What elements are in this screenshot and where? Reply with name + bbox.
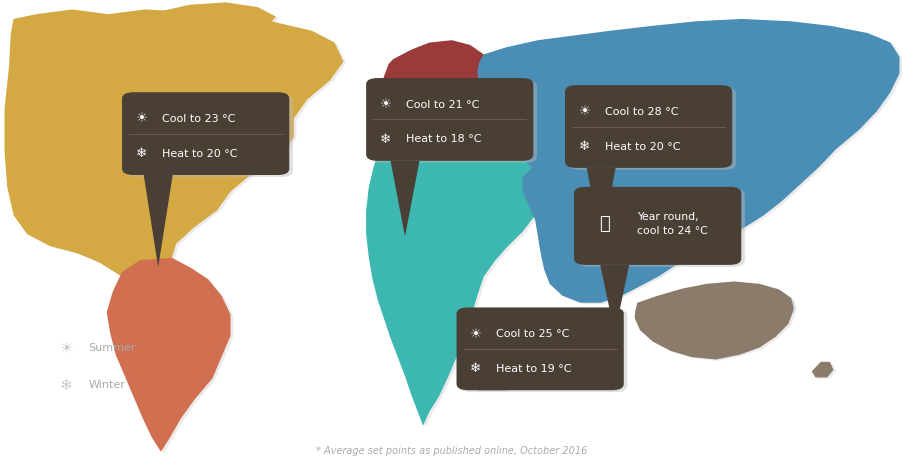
Text: Year round,
cool to 24 °C: Year round, cool to 24 °C xyxy=(637,212,707,236)
Text: ❄: ❄ xyxy=(578,140,589,153)
Polygon shape xyxy=(144,175,172,267)
Text: Heat to 19 °C: Heat to 19 °C xyxy=(496,364,572,374)
Polygon shape xyxy=(743,295,796,318)
FancyBboxPatch shape xyxy=(577,189,744,267)
FancyBboxPatch shape xyxy=(564,85,731,168)
Text: Cool to 23 °C: Cool to 23 °C xyxy=(162,114,235,124)
Polygon shape xyxy=(666,291,740,324)
Text: ❄: ❄ xyxy=(379,133,390,146)
Polygon shape xyxy=(600,265,628,333)
Text: ☀: ☀ xyxy=(60,340,73,355)
Text: * Average set points as published online, October 2016: * Average set points as published online… xyxy=(316,447,587,456)
Text: ❄: ❄ xyxy=(60,378,72,393)
Text: ☀: ☀ xyxy=(470,328,481,341)
Polygon shape xyxy=(379,40,488,144)
Text: ☀: ☀ xyxy=(135,113,147,126)
FancyBboxPatch shape xyxy=(568,87,735,170)
Polygon shape xyxy=(382,42,490,146)
FancyBboxPatch shape xyxy=(456,307,623,390)
Polygon shape xyxy=(479,20,901,304)
Polygon shape xyxy=(669,292,743,325)
Polygon shape xyxy=(7,11,346,311)
Polygon shape xyxy=(107,258,230,452)
Text: Cool to 21 °C: Cool to 21 °C xyxy=(405,100,479,110)
Text: ❄: ❄ xyxy=(470,362,480,376)
Text: ❄: ❄ xyxy=(135,147,146,160)
Text: Heat to 20 °C: Heat to 20 °C xyxy=(162,149,237,158)
Text: 🌴: 🌴 xyxy=(599,215,610,233)
Polygon shape xyxy=(586,168,615,244)
FancyBboxPatch shape xyxy=(366,78,533,161)
FancyBboxPatch shape xyxy=(369,80,536,163)
Text: Summer: Summer xyxy=(88,342,136,353)
Polygon shape xyxy=(478,310,507,390)
Text: Cool to 28 °C: Cool to 28 °C xyxy=(604,107,677,117)
Text: Heat to 20 °C: Heat to 20 °C xyxy=(604,141,680,151)
Text: ☀: ☀ xyxy=(578,105,590,119)
Polygon shape xyxy=(368,134,543,427)
Polygon shape xyxy=(634,281,793,359)
FancyBboxPatch shape xyxy=(573,187,740,265)
Polygon shape xyxy=(5,9,343,310)
Polygon shape xyxy=(158,2,275,40)
Polygon shape xyxy=(161,4,278,42)
Text: Cool to 25 °C: Cool to 25 °C xyxy=(496,329,569,339)
Polygon shape xyxy=(740,293,793,317)
Polygon shape xyxy=(390,161,419,236)
Text: ☀: ☀ xyxy=(379,98,391,112)
Polygon shape xyxy=(814,363,835,379)
Polygon shape xyxy=(637,283,796,361)
Text: Heat to 18 °C: Heat to 18 °C xyxy=(405,134,481,144)
Text: Winter: Winter xyxy=(88,380,126,391)
FancyBboxPatch shape xyxy=(126,94,293,177)
FancyBboxPatch shape xyxy=(460,309,627,392)
FancyBboxPatch shape xyxy=(122,92,289,175)
Polygon shape xyxy=(811,362,833,377)
Polygon shape xyxy=(109,259,233,453)
Polygon shape xyxy=(477,19,898,303)
Polygon shape xyxy=(366,132,540,426)
